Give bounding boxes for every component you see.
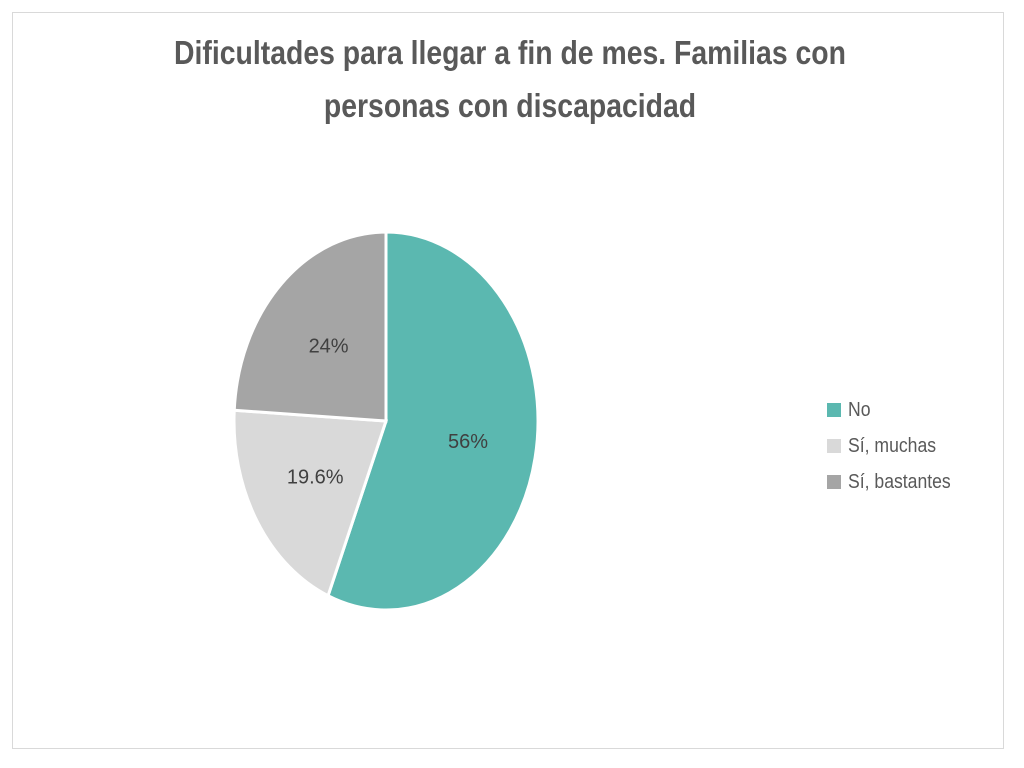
data-label-si-bastantes: 24% bbox=[309, 335, 349, 357]
data-label-si-muchas: 19.6% bbox=[287, 466, 344, 488]
legend-item-si-muchas: Sí, muchas bbox=[827, 428, 965, 464]
chart-title-line-2: personas con discapacidad bbox=[323, 87, 697, 124]
pie-slice-si-bastantes bbox=[232, 230, 388, 423]
legend-swatch-si-bastantes bbox=[827, 475, 841, 489]
legend-label-si-bastantes: Sí, bastantes bbox=[848, 470, 951, 493]
legend-label-no: No bbox=[848, 398, 871, 421]
legend-swatch-si-muchas bbox=[827, 439, 841, 453]
legend-item-si-bastantes: Sí, bastantes bbox=[827, 464, 965, 500]
data-label-no: 56% bbox=[448, 431, 488, 453]
chart-frame bbox=[12, 12, 1004, 749]
legend-label-si-muchas: Sí, muchas bbox=[848, 434, 937, 457]
chart-title: Dificultades para llegar a fin de mes. F… bbox=[123, 26, 897, 132]
legend-item-no: No bbox=[827, 392, 965, 428]
pie-slice-no bbox=[326, 230, 540, 612]
legend: No Sí, muchas Sí, bastantes bbox=[827, 392, 965, 500]
legend-swatch-no bbox=[827, 403, 841, 417]
pie-slice-si-muchas bbox=[232, 408, 389, 598]
chart-title-line-1: Dificultades para llegar a fin de mes. F… bbox=[174, 34, 846, 71]
